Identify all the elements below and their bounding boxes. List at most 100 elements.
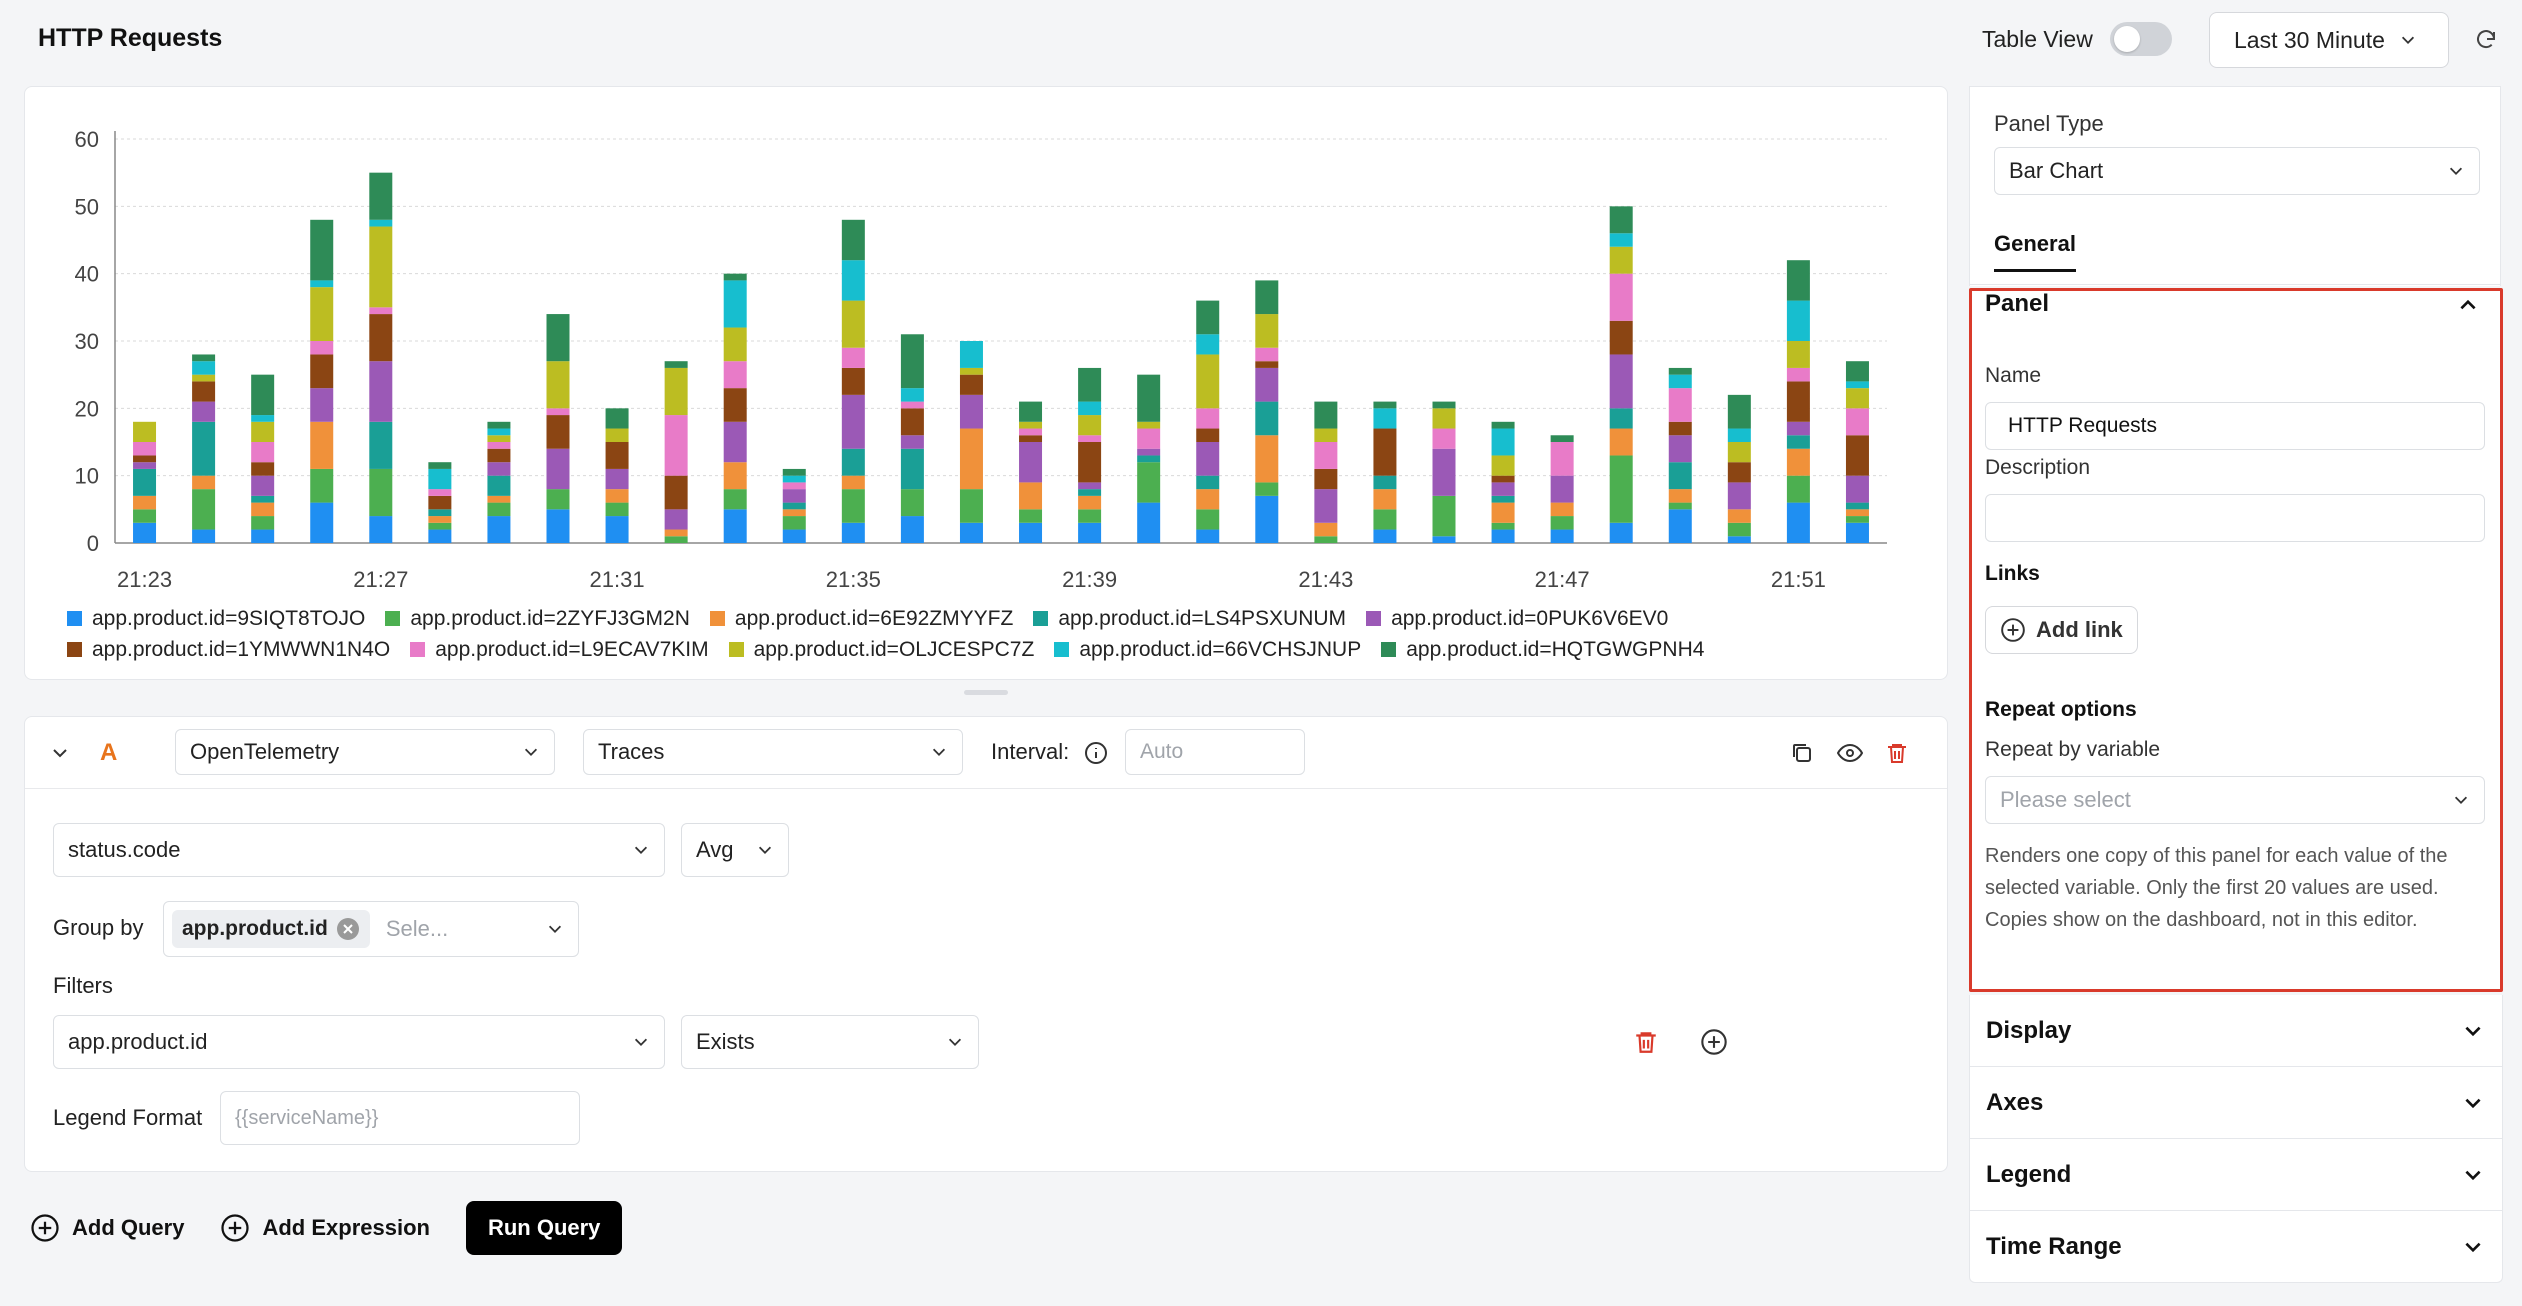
bar-segment: [1727, 509, 1751, 523]
bar-segment: [192, 489, 216, 530]
legend-swatch: [728, 642, 744, 657]
legend-item[interactable]: app.product.id=HQTGWGPNH4: [1381, 638, 1704, 662]
table-view-toggle[interactable]: [2110, 22, 2172, 56]
delete-filter-icon[interactable]: [1631, 1027, 1661, 1057]
display-section[interactable]: Display: [1969, 995, 2503, 1067]
bar-segment: [1078, 509, 1102, 523]
legend-item[interactable]: app.product.id=9SIQT8TOJO: [67, 607, 365, 631]
query-card: A OpenTelemetry Traces Interval: Auto st…: [24, 716, 1948, 1172]
info-icon[interactable]: [1081, 738, 1111, 768]
bar-segment: [1727, 428, 1751, 442]
bar-segment: [841, 219, 865, 261]
bar-segment: [1845, 509, 1869, 517]
filter-op-select[interactable]: Exists: [681, 1015, 979, 1069]
chevron-down-icon: [524, 748, 538, 756]
panel-type-value: Bar Chart: [2009, 158, 2104, 183]
bar-segment: [1845, 502, 1869, 510]
copy-icon[interactable]: [1787, 738, 1817, 768]
add-query-button[interactable]: Add Query: [30, 1213, 184, 1243]
bar-segment: [310, 280, 334, 288]
aggregation-select[interactable]: Avg: [681, 823, 789, 877]
bar-segment: [133, 509, 157, 523]
legend-item[interactable]: app.product.id=66VCHSJNUP: [1054, 638, 1361, 662]
chevron-up-icon[interactable]: [2453, 290, 2483, 320]
bar-segment: [1314, 522, 1338, 537]
chevron-down-icon: [2465, 1098, 2481, 1108]
tab-general[interactable]: General: [1994, 231, 2076, 272]
bar-segment: [1668, 388, 1692, 422]
legend-item[interactable]: app.product.id=1YMWWN1N4O: [67, 638, 390, 662]
resize-handle[interactable]: [964, 690, 1008, 695]
bar-segment: [959, 341, 983, 368]
time-range-section[interactable]: Time Range: [1969, 1211, 2503, 1283]
datasource-select[interactable]: OpenTelemetry: [175, 729, 555, 775]
legend-item[interactable]: app.product.id=6E92ZMYYFZ: [709, 607, 1013, 631]
bar-segment: [1196, 354, 1220, 409]
metric-select[interactable]: status.code: [53, 823, 665, 877]
legend-item[interactable]: app.product.id=LS4PSXUNUM: [1033, 607, 1346, 631]
settings-panel: Panel Type Bar Chart General Panel Name …: [1969, 86, 2503, 1286]
bar-segment: [487, 502, 511, 517]
run-query-button[interactable]: Run Query: [465, 1201, 623, 1255]
x-tick-label: 21:47: [1535, 567, 1590, 592]
trash-icon[interactable]: [1882, 738, 1912, 768]
bar-segment: [1019, 401, 1043, 422]
bar-segment: [605, 408, 629, 429]
bar-segment: [1078, 415, 1102, 436]
signal-select[interactable]: Traces: [583, 729, 963, 775]
panel-type-select[interactable]: Bar Chart: [1994, 147, 2480, 195]
bar-segment: [1609, 246, 1633, 274]
bar-segment: [1845, 516, 1869, 523]
bar-segment: [369, 172, 393, 220]
bar-segment: [428, 468, 452, 490]
bar-segment: [251, 516, 275, 530]
bar-segment: [841, 300, 865, 348]
bar-segment: [1078, 482, 1102, 490]
legend-item[interactable]: app.product.id=2ZYFJ3GM2N: [385, 607, 690, 631]
bar-segment: [487, 495, 511, 503]
bar-segment: [1019, 482, 1043, 510]
legend-item[interactable]: app.product.id=OLJCESPC7Z: [728, 638, 1034, 662]
add-filter-icon[interactable]: [1699, 1027, 1729, 1057]
bar-segment: [1668, 462, 1692, 490]
bar-segment: [1727, 482, 1751, 510]
chip-label: app.product.id: [182, 917, 328, 940]
repeat-variable-select[interactable]: Please select: [1985, 776, 2485, 824]
collapse-chevron-icon[interactable]: [45, 738, 75, 768]
legend-swatch: [1381, 642, 1397, 657]
time-range-select[interactable]: Last 30 Minute: [2209, 12, 2449, 68]
bar-segment: [1196, 408, 1220, 429]
name-input[interactable]: HTTP Requests: [1985, 402, 2485, 450]
bar-segment: [1727, 536, 1751, 543]
interval-input[interactable]: Auto: [1125, 729, 1305, 775]
bar-segment: [428, 529, 452, 543]
bar-segment: [1609, 273, 1633, 321]
group-by-select[interactable]: app.product.id Sele...: [163, 901, 579, 957]
bar-segment: [782, 502, 806, 510]
legend-row: app.product.id=1YMWWN1N4O app.product.id=…: [67, 634, 1907, 665]
refresh-icon[interactable]: [2470, 24, 2502, 56]
bar-segment: [1196, 529, 1220, 543]
links-label: Links: [1985, 562, 2040, 585]
bar-segment: [487, 435, 511, 442]
x-tick-label: 21:27: [353, 567, 408, 592]
bar-segment: [133, 495, 157, 510]
table-view-label: Table View: [1982, 26, 2093, 52]
legend-section[interactable]: Legend: [1969, 1139, 2503, 1211]
axes-section[interactable]: Axes: [1969, 1067, 2503, 1139]
bar-segment: [310, 219, 334, 281]
bar-segment: [1609, 233, 1633, 247]
add-link-button[interactable]: Add link: [1985, 606, 2138, 654]
panel-section-title[interactable]: Panel: [1985, 290, 2050, 317]
eye-icon[interactable]: [1835, 738, 1865, 768]
legend-label: app.product.id=0PUK6V6EV0: [1391, 606, 1669, 630]
bar-segment: [841, 475, 865, 490]
chip-remove-icon[interactable]: [336, 917, 360, 941]
add-expression-button[interactable]: Add Expression: [220, 1213, 430, 1243]
bar-segment: [959, 489, 983, 523]
filter-key-select[interactable]: app.product.id: [53, 1015, 665, 1069]
legend-item[interactable]: app.product.id=0PUK6V6EV0: [1366, 607, 1668, 631]
legend-item[interactable]: app.product.id=L9ECAV7KIM: [410, 638, 709, 662]
description-input[interactable]: [1985, 494, 2485, 542]
legend-format-input[interactable]: {{serviceName}}: [220, 1091, 580, 1145]
